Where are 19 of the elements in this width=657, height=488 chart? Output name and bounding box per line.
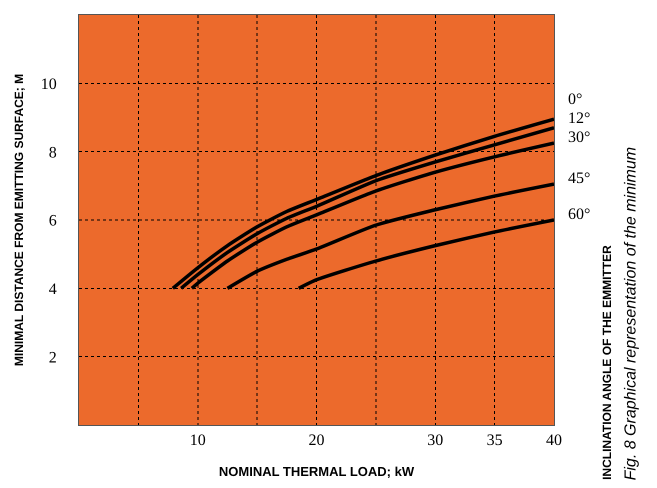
series-label: 45° [568,170,590,187]
y-tick-label: 6 [48,212,57,230]
legend-title: INCLINATION ANGLE OF THE EMMITTER [600,244,614,480]
x-tick-label: 20 [308,432,324,450]
y-tick-label: 10 [40,76,57,93]
series-label: 60° [568,206,590,223]
x-tick-label: 35 [486,432,503,450]
series-label: 12° [568,110,590,127]
x-tick-label: 40 [546,432,562,450]
y-tick-label: 8 [48,144,57,162]
x-tick-label: 30 [427,432,444,450]
y-axis-title: MINIMAL DISTANCE FROM EMITTING SURFACE; M [12,74,26,366]
y-tick-label: 4 [48,280,57,298]
x-tick-label: 10 [190,432,206,450]
caption: Fig. 8 Graphical representation of the minimum [622,146,640,480]
series-label: 0° [568,91,582,108]
x-axis-title: NOMINAL THERMAL LOAD; kW [218,464,415,479]
series-label: 30° [568,129,590,146]
y-tick-label: 2 [48,349,57,366]
